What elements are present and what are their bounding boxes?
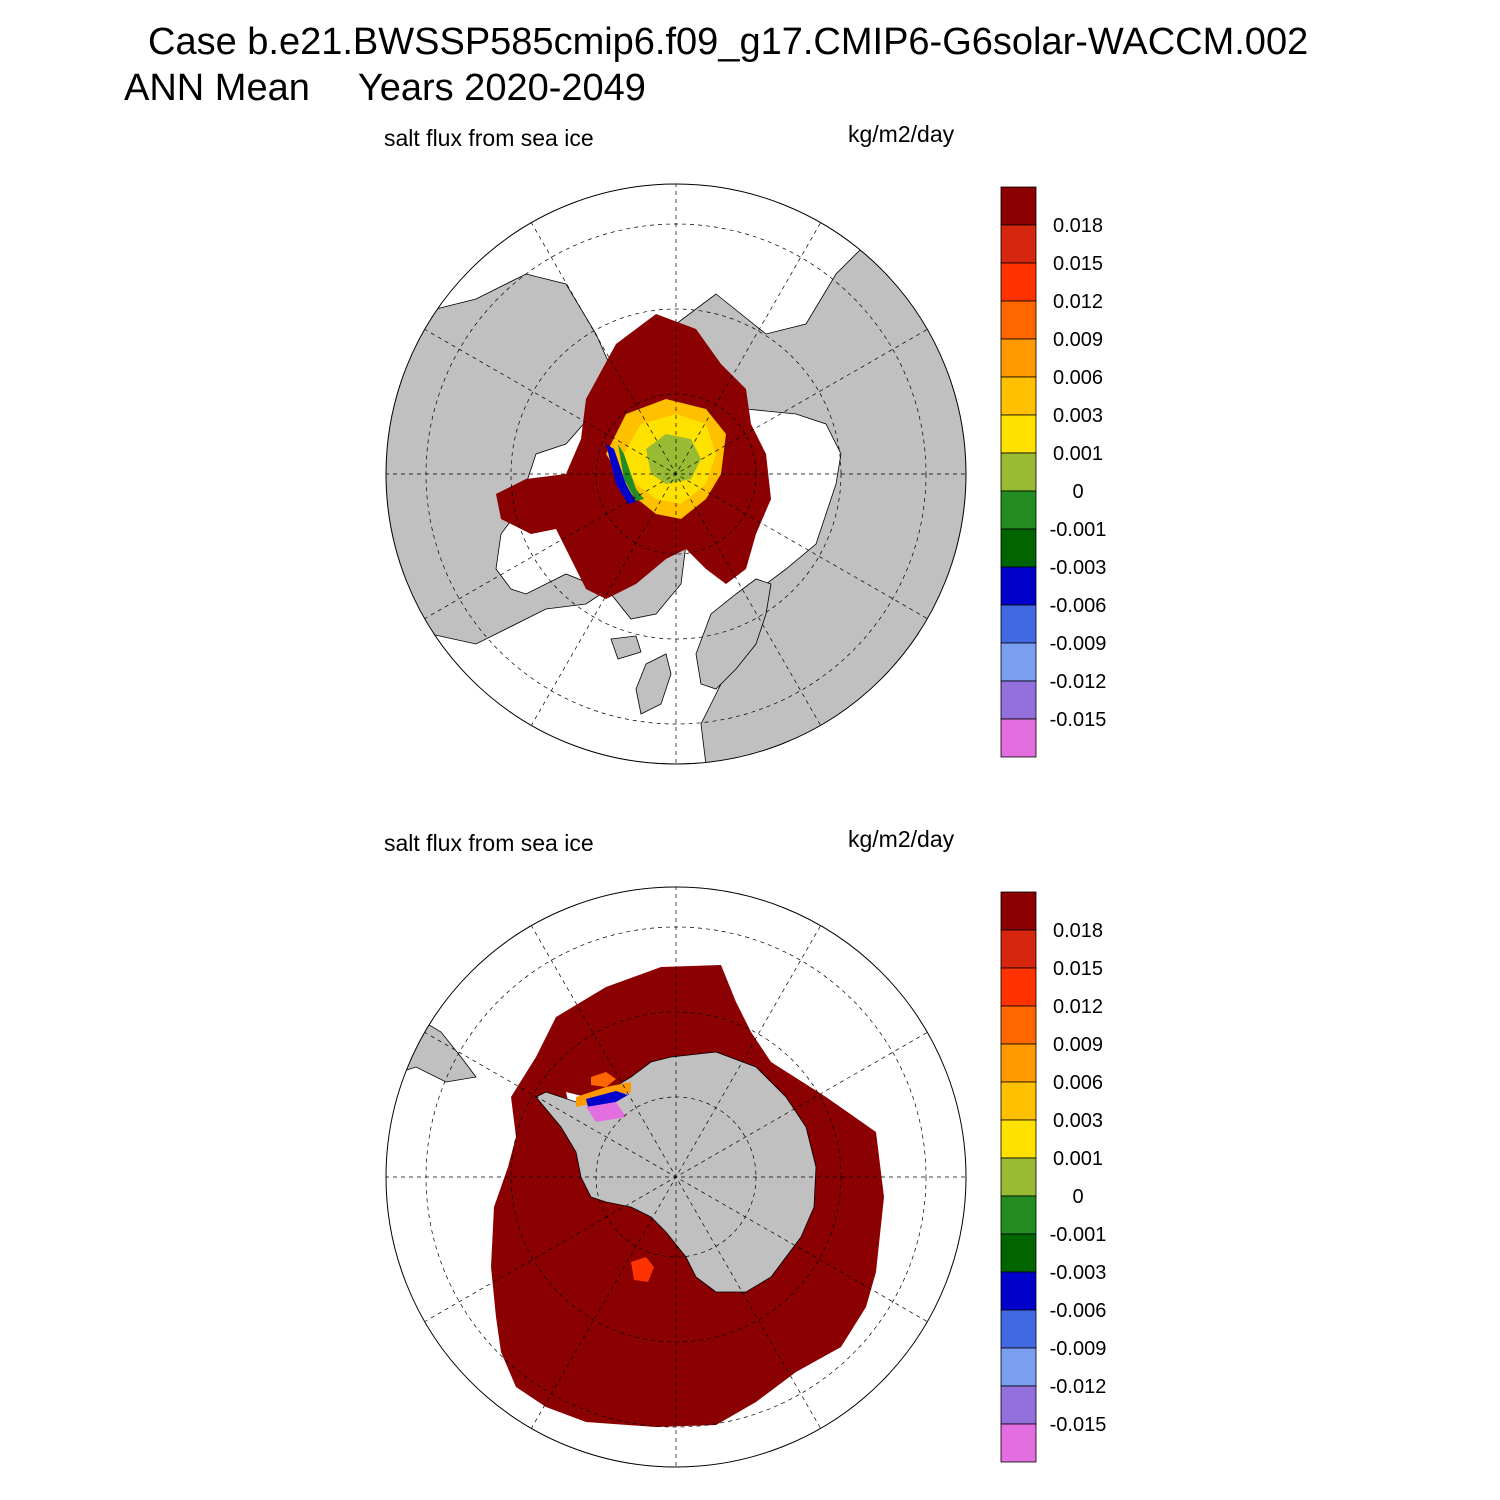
south-colorbar-swatch [1000, 929, 1037, 969]
north-variable-label: salt flux from sea ice [384, 125, 594, 151]
north-colorbar-swatch [1000, 338, 1037, 378]
north-colorbar-label: -0.001 [1050, 519, 1107, 541]
south-colorbar-swatch [1000, 1347, 1037, 1387]
north-colorbar-label: 0.018 [1053, 215, 1103, 237]
south-colorbar-label: -0.015 [1050, 1414, 1107, 1436]
north-colorbar-swatch [1000, 300, 1037, 340]
north-colorbar-swatch [1000, 604, 1037, 644]
south-colorbar-label: 0 [1072, 1186, 1083, 1208]
north-land [386, 223, 966, 764]
south-colorbar-swatch [1000, 1043, 1037, 1083]
north-colorbar-swatch [1000, 186, 1037, 226]
north-colorbar-label: -0.015 [1050, 709, 1107, 731]
south-colorbar-label: -0.003 [1050, 1262, 1107, 1284]
north-contour-0 [646, 434, 701, 484]
south-units-label: kg/m2/day [848, 826, 955, 852]
south-colorbar-swatch [1000, 1119, 1037, 1159]
south-colorbar-label: 0.001 [1053, 1148, 1103, 1170]
south-variable-label: salt flux from sea ice [384, 830, 594, 856]
south-colorbar-swatch [1000, 1385, 1037, 1425]
north-colorbar-label: 0.003 [1053, 405, 1103, 427]
north-graticule [386, 184, 966, 764]
south-colorbar-label: 0.003 [1053, 1110, 1103, 1132]
north-colorbar-swatch [1000, 528, 1037, 568]
north-polar-map [385, 183, 967, 765]
south-colorbar-label: -0.006 [1050, 1300, 1107, 1322]
south-colorbar-label: -0.012 [1050, 1376, 1107, 1398]
south-colorbar-swatch [1000, 967, 1037, 1007]
north-colorbar-swatch [1000, 718, 1037, 758]
south-ross-blob [631, 1257, 654, 1282]
north-colorbar: 0.018 0.015 0.012 0.009 0.006 0.003 0.001 0 -0.0… [1000, 186, 1107, 758]
south-colorbar-swatch [1000, 1309, 1037, 1349]
north-colorbar-label: 0.006 [1053, 367, 1103, 389]
south-colorbar-label: 0.012 [1053, 996, 1103, 1018]
south-weddell-red [591, 1072, 616, 1087]
south-colorbar-swatch [1000, 1233, 1037, 1273]
north-colorbar-label: -0.003 [1050, 557, 1107, 579]
north-colorbar-label: 0.015 [1053, 253, 1103, 275]
south-colorbar-label: -0.001 [1050, 1224, 1107, 1246]
south-colorbar-swatch [1000, 1157, 1037, 1197]
north-colorbar-swatch [1000, 262, 1037, 302]
north-colorbar-label: 0.012 [1053, 291, 1103, 313]
south-weddell-pink [586, 1102, 626, 1122]
south-colorbar-swatch [1000, 891, 1037, 931]
north-colorbar-swatch [1000, 452, 1037, 492]
north-contour-near-zero [618, 444, 644, 501]
figure-title-case: Case b.e21.BWSSP585cmip6.f09_g17.CMIP6-G… [148, 21, 1309, 63]
north-colorbar-swatch [1000, 376, 1037, 416]
north-colorbar-swatch [1000, 490, 1037, 530]
north-colorbar-label: 0.009 [1053, 329, 1103, 351]
figure-title-period: ANN Mean Years 2020-2049 [124, 68, 646, 108]
south-graticule [386, 887, 966, 1467]
north-colorbar-label: -0.012 [1050, 671, 1107, 693]
north-colorbar-label: -0.006 [1050, 595, 1107, 617]
south-colorbar-swatch [1000, 1423, 1037, 1463]
south-colorbar-label: 0.006 [1053, 1072, 1103, 1094]
north-colorbar-label: -0.009 [1050, 633, 1107, 655]
north-colorbar-label: 0 [1072, 481, 1083, 503]
south-colorbar-swatch [1000, 1195, 1037, 1235]
north-map-border [385, 183, 967, 765]
south-colorbar: 0.018 0.015 0.012 0.009 0.006 0.003 0.001 0 -0.0… [1000, 891, 1107, 1463]
north-colorbar-swatch [1000, 680, 1037, 720]
north-colorbar-swatch [1000, 224, 1037, 264]
years-label: Years 2020-2049 [357, 67, 646, 109]
north-colorbar-label: 0.001 [1053, 443, 1103, 465]
north-colorbar-swatch [1000, 414, 1037, 454]
south-polar-map [385, 886, 967, 1468]
south-colorbar-label: 0.018 [1053, 920, 1103, 942]
north-colorbar-swatch [1000, 642, 1037, 682]
south-colorbar-swatch [1000, 1005, 1037, 1045]
south-map-border [385, 886, 967, 1468]
season-label: ANN Mean [124, 67, 310, 109]
south-colorbar-label: 0.015 [1053, 958, 1103, 980]
south-colorbar-label: 0.009 [1053, 1034, 1103, 1056]
south-colorbar-swatch [1000, 1271, 1037, 1311]
south-colorbar-label: -0.009 [1050, 1338, 1107, 1360]
south-weddell-blue [586, 1091, 628, 1107]
south-colorbar-swatch [1000, 1081, 1037, 1121]
north-units-label: kg/m2/day [848, 121, 955, 147]
north-colorbar-swatch [1000, 566, 1037, 606]
